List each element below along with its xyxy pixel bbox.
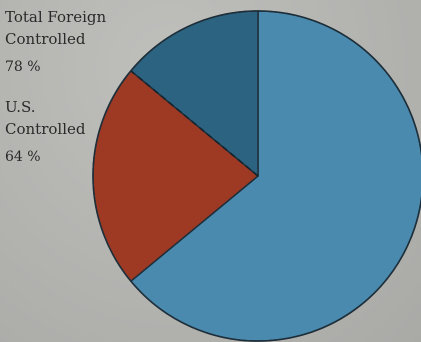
label-us-percent: 64 % — [5, 149, 41, 165]
label-foreign-percent: 78 % — [5, 59, 41, 75]
label-us-controlled: U.S. Controlled 64 % — [5, 96, 85, 168]
label-us-line1: U.S. — [5, 98, 36, 116]
label-us-line2: Controlled — [5, 120, 86, 138]
label-foreign-line1: Total Foreign — [5, 8, 107, 26]
label-foreign-controlled: Total Foreign Controlled 78 % — [5, 6, 106, 78]
pie-dashed-divider — [130, 70, 259, 177]
pie-outline — [92, 10, 421, 342]
label-foreign-line2: Controlled — [5, 30, 86, 48]
